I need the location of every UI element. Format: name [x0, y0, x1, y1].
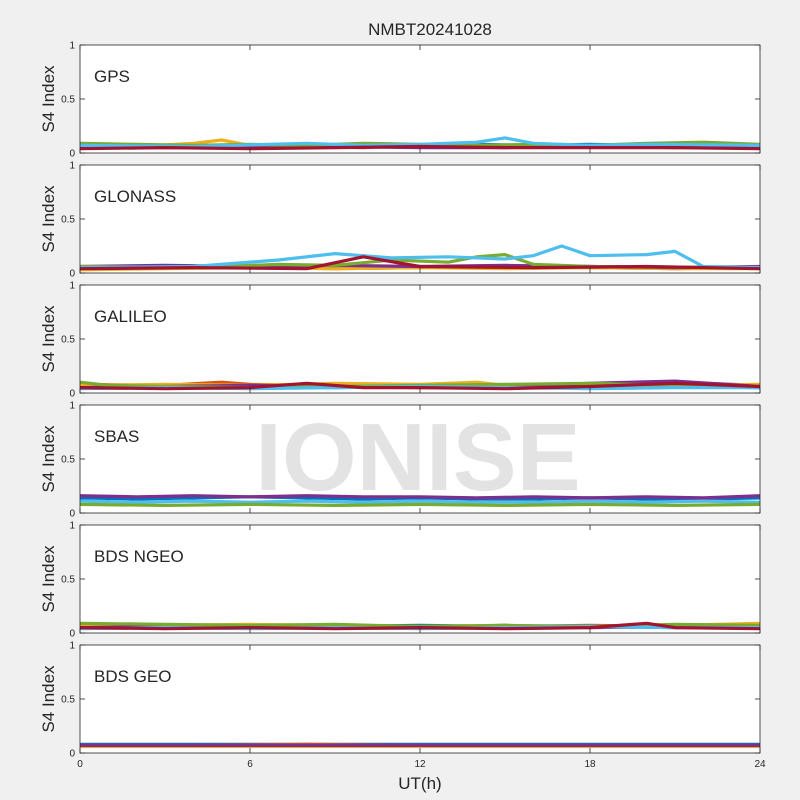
x-tick-label: 12 — [414, 759, 426, 770]
y-tick-label: 0.5 — [61, 575, 75, 586]
traces — [80, 494, 760, 507]
traces — [80, 742, 760, 749]
panel-sbas: 0 0.5 1 SBAS S4 Index — [39, 401, 761, 520]
y-axis-label: S4 Index — [39, 65, 58, 133]
trace-6 — [80, 244, 760, 270]
y-tick-label: 0.5 — [61, 695, 75, 706]
plot-area — [80, 285, 760, 393]
watermark: IONISE — [255, 404, 580, 511]
panel-label: BDS GEO — [94, 667, 171, 686]
y-axis-label: S4 Index — [39, 665, 58, 733]
chart-title: NMBT20241028 — [368, 20, 492, 39]
trace-7 — [80, 621, 760, 631]
x-tick-label: 18 — [584, 759, 596, 770]
x-axis-label: UT(h) — [398, 774, 441, 793]
y-tick-label: 0 — [69, 269, 75, 280]
trace-7 — [80, 381, 760, 391]
y-tick-label: 0.5 — [61, 335, 75, 346]
panel-label: GALILEO — [94, 307, 167, 326]
y-tick-label: 0.5 — [61, 215, 75, 226]
plot-area — [80, 645, 760, 753]
y-tick-label: 1 — [69, 41, 75, 52]
y-tick-label: 1 — [69, 641, 75, 652]
y-tick-label: 1 — [69, 281, 75, 292]
trace-3 — [80, 499, 760, 504]
y-axis-label: S4 Index — [39, 185, 58, 253]
plot-area — [80, 45, 760, 153]
traces — [80, 244, 760, 272]
y-tick-label: 0 — [69, 149, 75, 160]
plot-area — [80, 525, 760, 633]
panels: 0 0.5 1 GPS S4 Index 0 0.5 1 GLONASS S4 Index 0 0.5… — [39, 41, 766, 771]
y-axis-label: S4 Index — [39, 425, 58, 493]
y-tick-label: 1 — [69, 521, 75, 532]
panel-label: GPS — [94, 67, 130, 86]
panel-gps: 0 0.5 1 GPS S4 Index — [39, 41, 761, 160]
panel-label: GLONASS — [94, 187, 176, 206]
panel-bds-geo: 0 0.5 1 BDS GEO S4 Index — [39, 641, 761, 760]
trace-6 — [80, 136, 760, 149]
trace-4 — [80, 502, 760, 507]
panel-glonass: 0 0.5 1 GLONASS S4 Index — [39, 161, 761, 280]
y-tick-label: 0.5 — [61, 95, 75, 106]
trace-7 — [80, 144, 760, 151]
traces — [80, 136, 760, 151]
trace-2 — [80, 494, 760, 500]
x-tick-label: 24 — [754, 759, 766, 770]
x-tick-label: 6 — [247, 759, 253, 770]
panel-label: SBAS — [94, 427, 139, 446]
y-tick-label: 0 — [69, 389, 75, 400]
trace-5 — [80, 253, 760, 270]
trace-7 — [80, 255, 760, 271]
traces — [80, 621, 760, 631]
y-axis-label: S4 Index — [39, 545, 58, 613]
traces — [80, 379, 760, 391]
x-tick-label: 0 — [77, 759, 83, 770]
panel-galileo: 0 0.5 1 GALILEO S4 Index — [39, 281, 761, 400]
y-tick-label: 0 — [69, 509, 75, 520]
panel-label: BDS NGEO — [94, 547, 184, 566]
panel-bds-ngeo: 0 0.5 1 BDS NGEO S4 Index — [39, 521, 761, 640]
y-tick-label: 1 — [69, 161, 75, 172]
y-tick-label: 0 — [69, 749, 75, 760]
y-axis-label: S4 Index — [39, 305, 58, 373]
y-tick-label: 1 — [69, 401, 75, 412]
y-tick-label: 0 — [69, 629, 75, 640]
y-tick-label: 0.5 — [61, 455, 75, 466]
